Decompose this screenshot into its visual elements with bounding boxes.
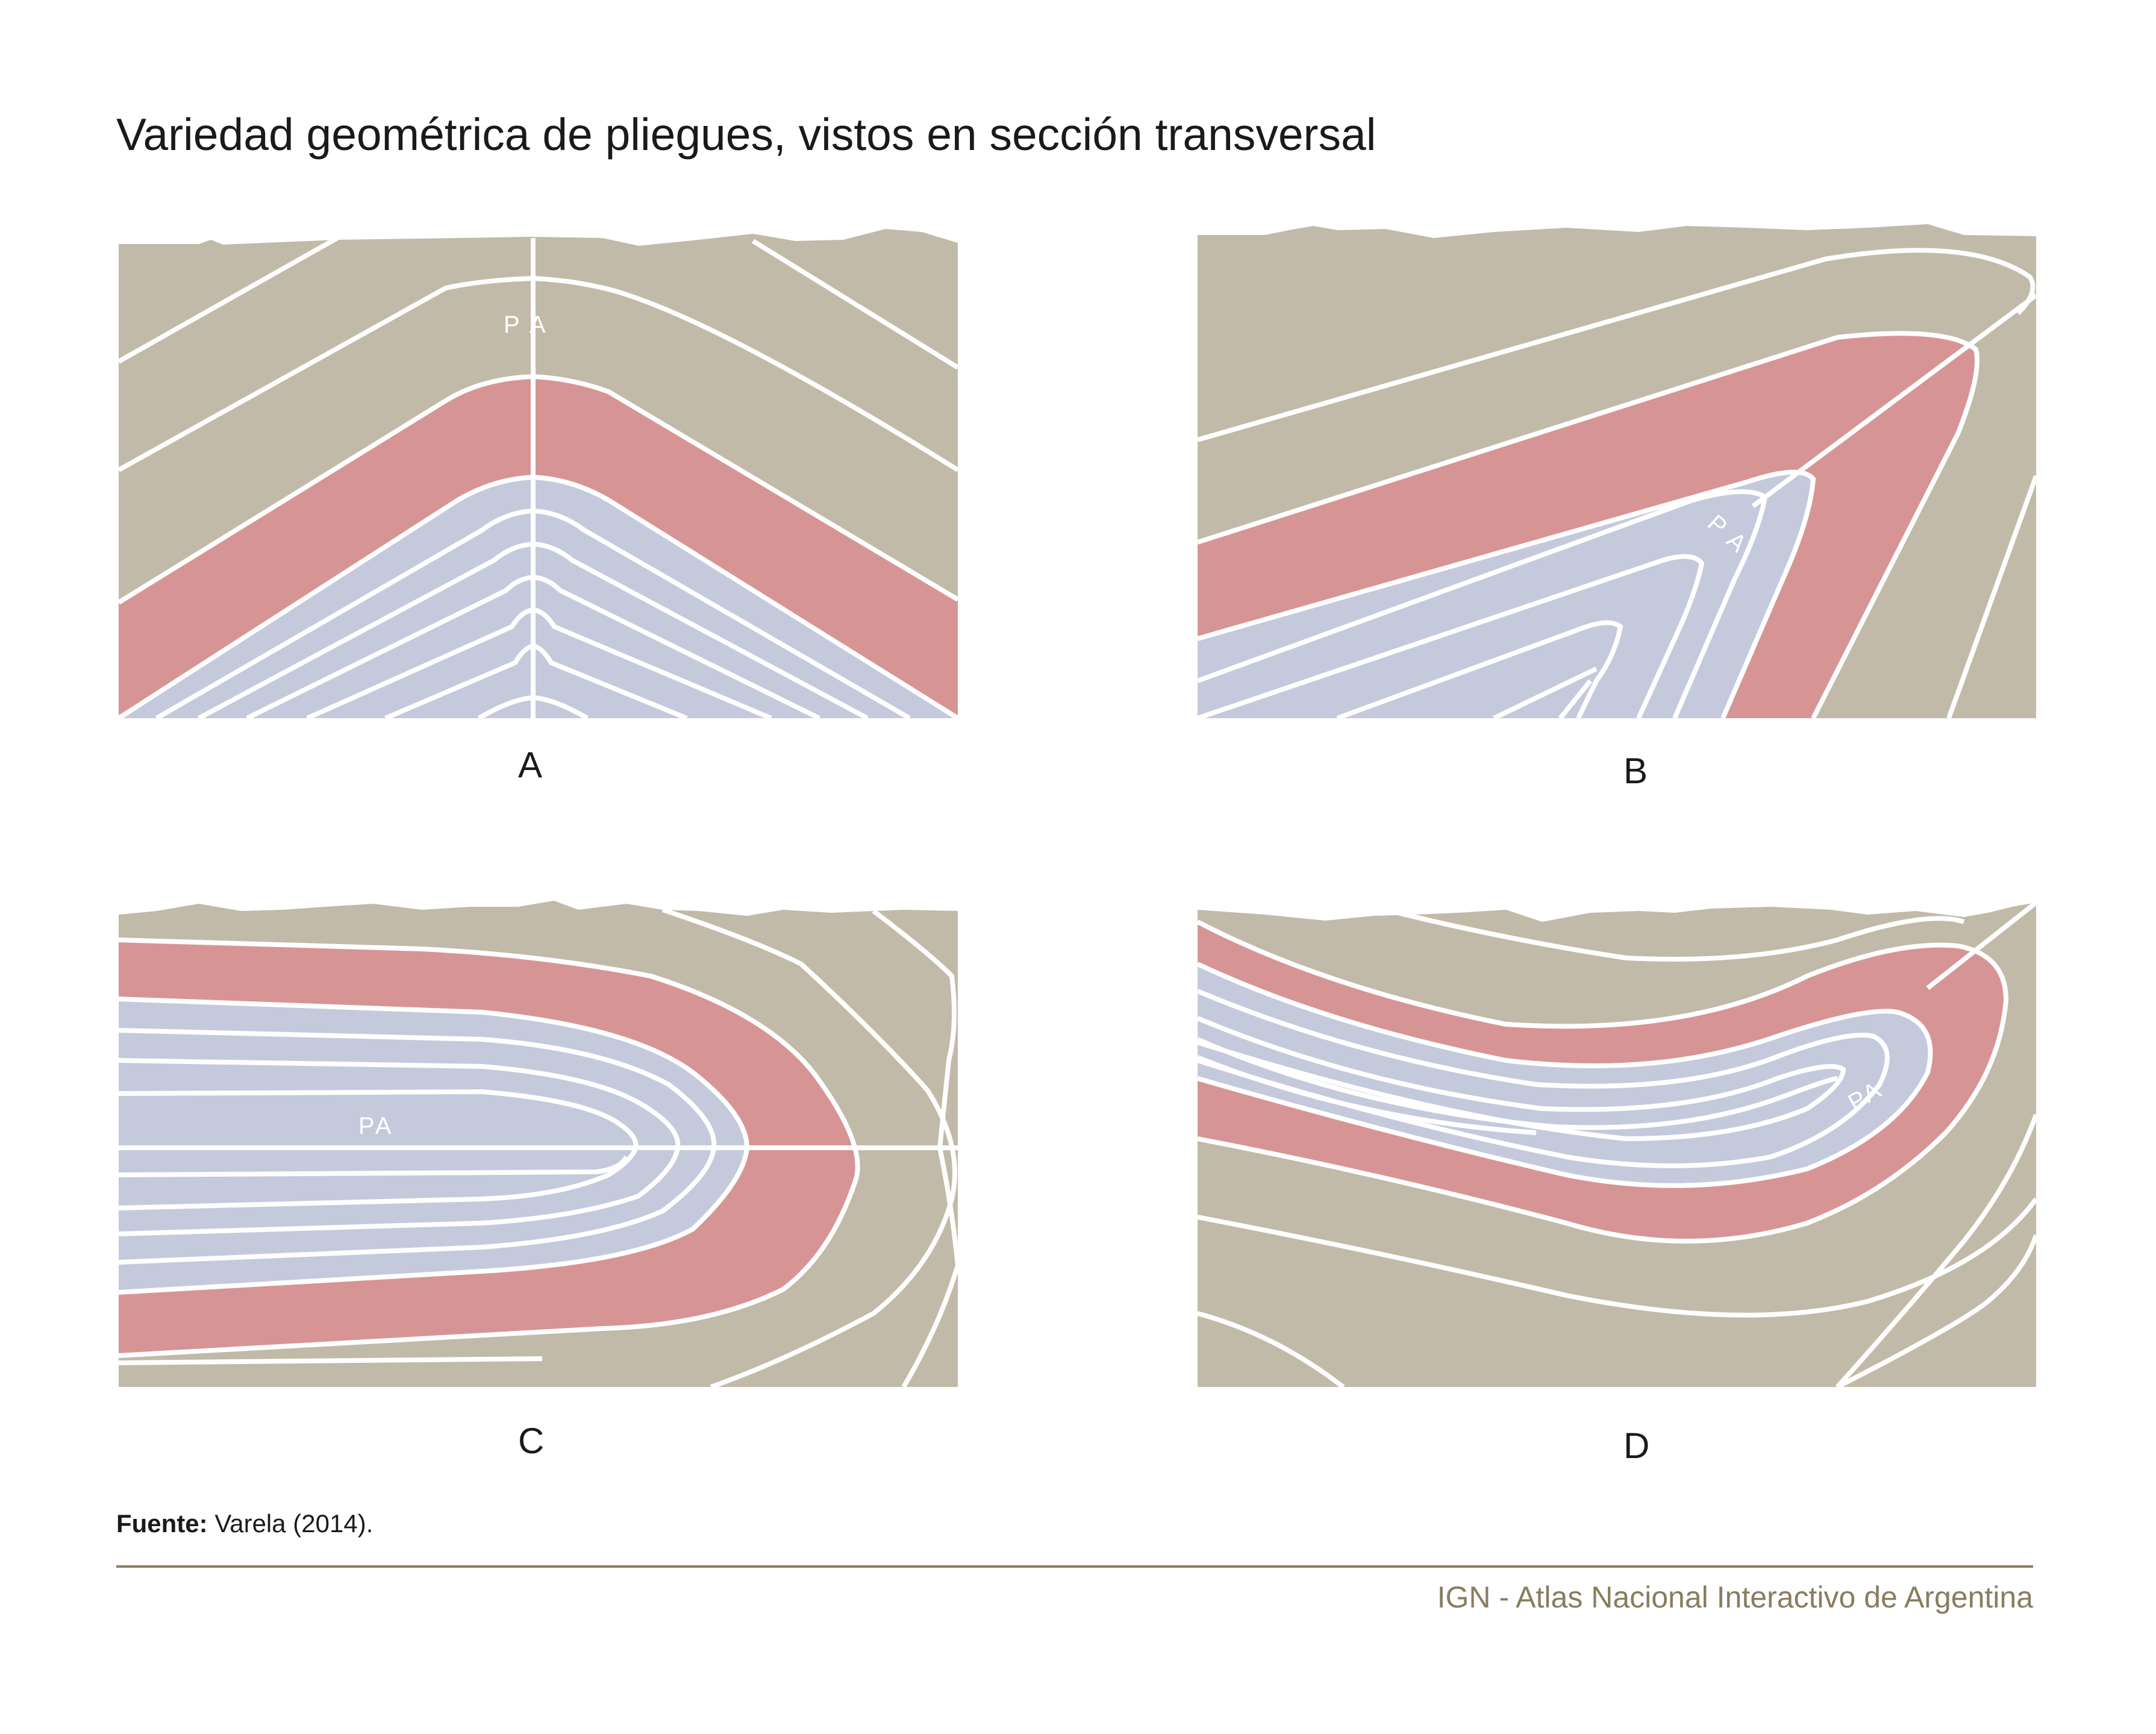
- panel-c-label: C: [518, 1421, 544, 1461]
- panel-b-bed-lines: [1198, 248, 2036, 718]
- panel-d-bed-lines: [1198, 900, 2036, 1387]
- panel-a-axial-plane-label: P A: [504, 311, 548, 338]
- panel-b: P A B: [1198, 224, 2036, 791]
- panel-c-axial-plane-label: PA: [358, 1113, 393, 1139]
- panel-a: P A A: [119, 229, 958, 785]
- source-text: Varela (2014).: [207, 1509, 373, 1538]
- panel-a-bed-lines: [119, 236, 958, 718]
- panel-a-label: A: [518, 745, 542, 785]
- footer-credit: IGN - Atlas Nacional Interactivo de Arge…: [1437, 1580, 2033, 1614]
- source-prefix: Fuente:: [116, 1509, 208, 1538]
- panel-b-core-layers: [1198, 472, 1813, 718]
- panel-d-core-layers: [1198, 964, 1931, 1186]
- panel-d-label: D: [1623, 1426, 1649, 1466]
- footer-divider: [116, 1565, 2033, 1568]
- source-note: Fuente: Varela (2014).: [116, 1509, 373, 1538]
- panel-d: PA D: [1198, 900, 2036, 1466]
- panel-c-bed-lines: [119, 907, 958, 1387]
- panel-a-core-layers: [119, 477, 958, 718]
- page-title: Variedad geométrica de pliegues, vistos …: [116, 109, 1376, 160]
- panel-b-label: B: [1623, 751, 1648, 791]
- panel-c: PA C: [119, 901, 958, 1461]
